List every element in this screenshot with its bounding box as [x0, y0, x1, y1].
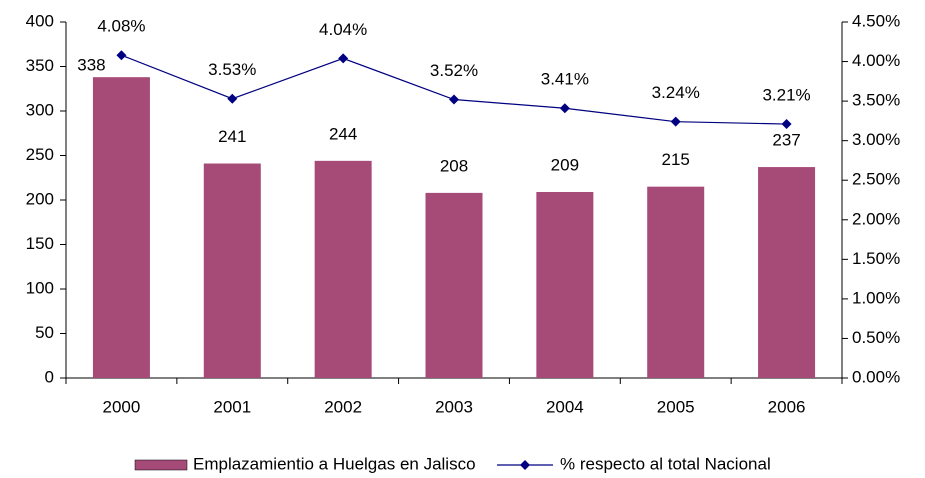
bar [758, 167, 816, 378]
y-tick-label: 50 [35, 323, 54, 342]
bar-value-label: 208 [440, 156, 468, 175]
line-marker [227, 93, 238, 104]
bar [203, 163, 261, 378]
y-tick-label: 250 [26, 145, 54, 164]
y2-tick-label: 4.00% [852, 51, 900, 70]
line-value-label: 3.53% [208, 60, 256, 79]
bar [314, 160, 372, 378]
y2-tick-label: 0.50% [852, 328, 900, 347]
y2-tick-label: 3.00% [852, 130, 900, 149]
legend-label: Emplazamientio a Huelgas en Jalisco [193, 454, 476, 473]
bar [536, 191, 594, 378]
line-marker [781, 119, 792, 130]
y2-tick-label: 2.50% [852, 170, 900, 189]
bar-value-label: 237 [772, 131, 800, 150]
y2-tick-label: 1.00% [852, 288, 900, 307]
bar [647, 186, 705, 378]
y-tick-label: 350 [26, 56, 54, 75]
line-value-label: 3.41% [541, 70, 589, 89]
y-tick-label: 300 [26, 100, 54, 119]
line-value-label: 4.08% [97, 17, 145, 36]
bar-value-label: 338 [77, 56, 105, 75]
line-marker [449, 94, 459, 105]
x-tick-label: 2004 [546, 397, 584, 416]
y2-tick-label: 4.50% [852, 11, 900, 30]
line-marker [670, 116, 681, 127]
x-tick-label: 2002 [324, 397, 362, 416]
line-marker [559, 103, 570, 114]
line-value-label: 3.24% [652, 83, 700, 102]
y-tick-label: 100 [26, 278, 54, 297]
bar-value-label: 215 [662, 150, 690, 169]
y-tick-label: 400 [26, 11, 54, 30]
bar [425, 192, 483, 378]
bar [92, 77, 150, 379]
y-tick-label: 0 [45, 367, 54, 386]
x-tick-label: 2003 [435, 397, 473, 416]
line-marker [338, 53, 349, 64]
x-tick-label: 2001 [213, 397, 251, 416]
y-tick-label: 150 [26, 234, 54, 253]
bar-value-label: 209 [551, 155, 579, 174]
x-tick-label: 2006 [768, 397, 806, 416]
y2-tick-label: 0.00% [852, 367, 900, 386]
legend-swatch [134, 459, 188, 471]
bar-value-label: 241 [218, 127, 246, 146]
line-marker [116, 50, 127, 61]
y2-tick-label: 2.00% [852, 209, 900, 228]
bar-value-label: 244 [329, 124, 357, 143]
y2-tick-label: 3.50% [852, 91, 900, 110]
y2-tick-label: 1.50% [852, 249, 900, 268]
x-tick-label: 2005 [657, 397, 695, 416]
y-tick-label: 200 [26, 189, 54, 208]
line-value-label: 3.52% [430, 61, 478, 80]
legend-label: % respecto al total Nacional [560, 454, 771, 473]
line-value-label: 3.21% [762, 86, 810, 105]
line-value-label: 4.04% [319, 20, 367, 39]
legend-marker [520, 460, 530, 470]
x-tick-label: 2000 [103, 397, 141, 416]
